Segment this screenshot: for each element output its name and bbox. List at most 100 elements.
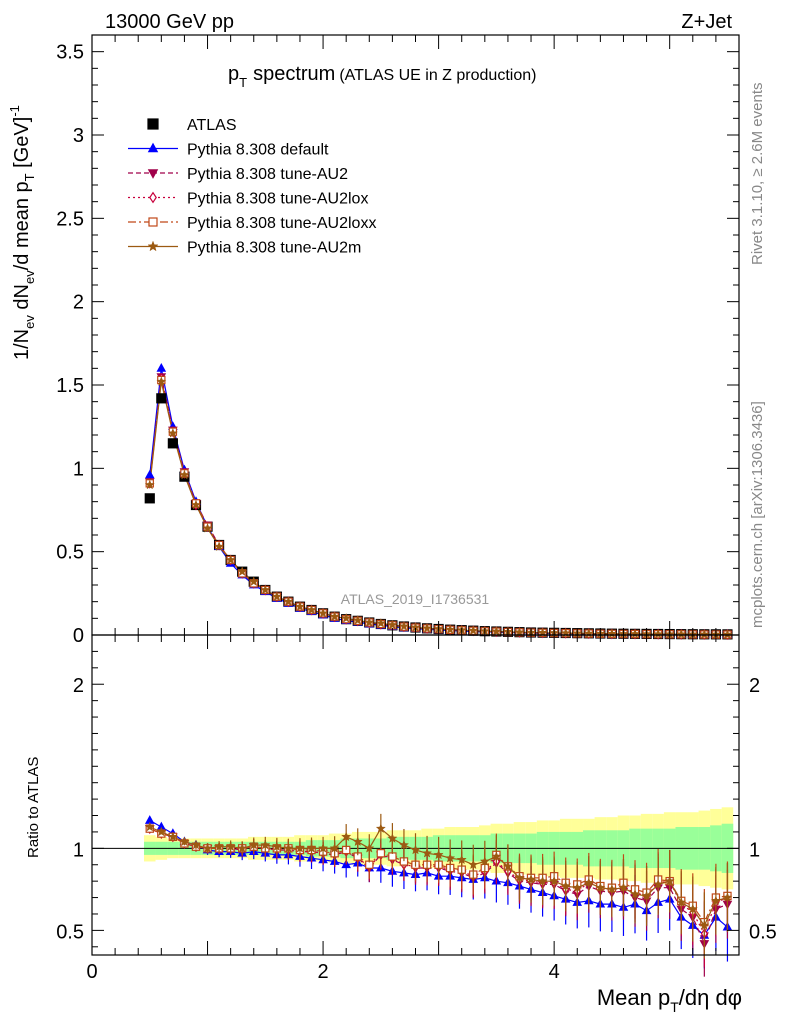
ratio-point	[213, 841, 225, 852]
x-axis-label: Mean pT/dη dφ	[597, 985, 742, 1015]
legend-marker	[149, 191, 157, 204]
ratio-point	[560, 880, 571, 891]
mc-point	[491, 626, 502, 636]
mc-point	[260, 584, 271, 595]
ratio-x-ticks: 0 2 4	[86, 35, 740, 983]
ratio-point	[641, 890, 652, 901]
ratio-point	[549, 875, 560, 886]
ratio-point	[375, 823, 386, 834]
x-tick-label: 2	[318, 961, 329, 983]
legend-label: ATLAS	[187, 117, 237, 134]
ratio-point	[710, 895, 722, 906]
mc-point	[421, 622, 433, 633]
mc-point	[317, 607, 329, 618]
process-label: Z+Jet	[681, 11, 732, 33]
ratio-point	[583, 877, 594, 888]
data-point	[156, 393, 167, 404]
ratio-point	[491, 851, 502, 861]
ratio-point	[652, 879, 664, 889]
mc-point	[445, 624, 456, 635]
legend-entry: ATLAS	[147, 117, 237, 134]
mc-point	[676, 628, 687, 639]
legend-marker	[148, 217, 158, 227]
ratio-point	[376, 849, 386, 858]
mc-point	[225, 554, 236, 565]
ratio-point	[618, 882, 629, 893]
beam-label: 13000 GeV pp	[105, 11, 234, 33]
ratio-point	[456, 854, 467, 865]
mc-point	[144, 479, 155, 490]
ratio-point	[514, 872, 525, 883]
mc-point	[156, 362, 167, 372]
mc-point	[306, 604, 317, 615]
ratio-point	[687, 903, 698, 914]
ratio-point	[248, 839, 259, 850]
mc-point	[364, 617, 375, 627]
mc-point	[387, 619, 398, 630]
ratio-point	[676, 897, 687, 907]
legend-label: Pythia 8.308 tune-AU2	[187, 166, 348, 183]
mc-point	[283, 596, 294, 607]
mc-point	[699, 629, 710, 639]
mc-point	[341, 612, 352, 623]
mc-point	[329, 611, 340, 622]
mc-point	[375, 617, 386, 628]
legend-label: Pythia 8.308 tune-AU2lox	[187, 191, 368, 208]
ratio-point	[352, 836, 363, 847]
legend: ATLAS Pythia 8.308 default Pythia 8.308 tu…	[128, 117, 376, 257]
ratio-point	[722, 892, 733, 902]
ratio-point	[271, 841, 282, 852]
legend-label: Pythia 8.308 default	[187, 142, 329, 159]
ratio-y-tick-label-right: 0.5	[749, 921, 777, 943]
main-y-tick-label: 3	[73, 125, 84, 147]
legend-entry: Pythia 8.308 tune-AU2loxx	[128, 215, 376, 232]
rivet-label: Rivet 3.1.10, ≥ 2.6M events	[749, 83, 766, 266]
ratio-point	[525, 874, 537, 884]
mc-point	[190, 499, 202, 510]
mc-point	[652, 628, 664, 639]
ratio-y-ticks: 0.5 0.5 1 1 2 2	[56, 650, 777, 948]
main-title: pT spectrum (ATLAS UE in Z production)	[228, 63, 536, 90]
mc-point	[629, 628, 641, 639]
ratio-point	[445, 852, 456, 863]
ratio-point	[260, 839, 271, 850]
mc-point	[167, 427, 179, 438]
mc-point	[398, 620, 410, 631]
main-y-tick-label: 2.5	[56, 208, 84, 230]
legend-entry: Pythia 8.308 tune-AU2	[128, 166, 348, 183]
legend-marker	[147, 169, 159, 179]
ratio-frame	[91, 634, 740, 956]
data-point	[167, 438, 178, 449]
main-y-ticks: 0 0.5 1 1.5 2 2.5 3 3.5	[56, 42, 739, 647]
mc-point	[294, 601, 306, 612]
ratio-point	[225, 841, 236, 852]
data-point	[144, 493, 155, 504]
ratio-point	[502, 860, 514, 871]
ratio-point	[606, 883, 618, 894]
ratio-point	[537, 875, 548, 886]
legend-entry: Pythia 8.308 default	[128, 142, 329, 159]
main-y-tick-label: 0.5	[56, 542, 84, 564]
ratio-point	[421, 847, 433, 858]
ratio-point	[388, 852, 397, 861]
mc-point	[213, 541, 225, 552]
ratio-y-tick-label-right: 2	[749, 675, 760, 697]
ratio-marks	[144, 813, 733, 977]
legend-marker	[147, 240, 159, 252]
mc-point	[179, 469, 190, 480]
legend-marker	[147, 118, 159, 130]
mc-point	[144, 469, 155, 479]
mc-point	[352, 614, 363, 625]
ratio-point	[398, 839, 410, 850]
main-watermark: ATLAS_2019_I1736531	[341, 591, 490, 607]
ratio-point	[179, 836, 190, 847]
mcplots-label: mcplots.cern.ch [arXiv:1306.3436]	[749, 401, 766, 628]
ratio-point	[306, 842, 317, 853]
legend-label: Pythia 8.308 tune-AU2m	[187, 240, 361, 257]
ratio-y-axis-label: Ratio to ATLAS	[25, 757, 42, 858]
main-y-tick-label: 1	[73, 458, 84, 480]
ratio-point	[433, 849, 444, 860]
main-y-tick-label: 2	[73, 292, 84, 314]
ratio-point	[699, 920, 710, 930]
